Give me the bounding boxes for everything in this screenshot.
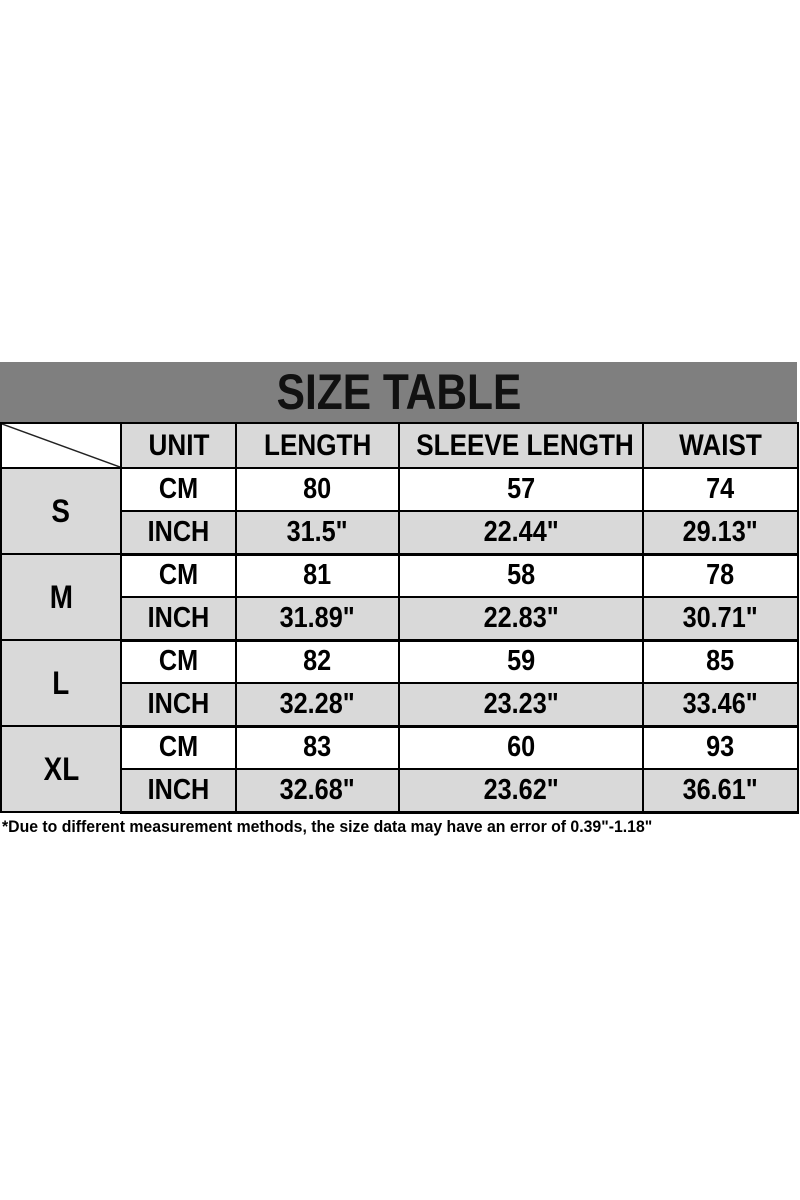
column-header-sleeve-length: SLEEVE LENGTH: [398, 422, 644, 469]
value-cell: 30.71": [642, 596, 799, 642]
table-row: INCH 32.28" 23.23" 33.46": [1, 682, 799, 728]
table-row: INCH 31.89" 22.83" 30.71": [1, 596, 799, 642]
value-cell: 23.62": [398, 768, 644, 814]
size-label-l: L: [0, 639, 122, 727]
table-row: M CM 81 58 78: [0, 553, 799, 641]
unit-cell: CM: [120, 639, 237, 684]
table-row: S CM 80 57 74: [0, 467, 799, 555]
column-header-waist: WAIST: [642, 422, 799, 469]
diagonal-cell: [0, 422, 122, 469]
value-cell: 59: [398, 639, 644, 684]
size-chart-content: SIZE TABLE UNIT LENGTH SLEEVE LENGTH: [0, 362, 799, 837]
value-cell: 78: [642, 553, 799, 598]
value-cell: 36.61": [642, 768, 799, 814]
table-row: XL CM 83 60 93: [0, 725, 799, 813]
size-table: UNIT LENGTH SLEEVE LENGTH WAIST S CM 80 …: [0, 422, 799, 814]
unit-cell: INCH: [120, 682, 237, 728]
column-header-length: LENGTH: [235, 422, 400, 469]
unit-cell: INCH: [120, 768, 237, 814]
table-row: INCH 31.5" 22.44" 29.13": [1, 510, 799, 556]
value-cell: 93: [642, 725, 799, 770]
column-header-unit: UNIT: [120, 422, 237, 469]
value-cell: 22.83": [398, 596, 644, 642]
value-cell: 32.28": [235, 682, 400, 728]
value-cell: 32.68": [235, 768, 400, 814]
value-cell: 85: [642, 639, 799, 684]
value-cell: 57: [398, 467, 644, 512]
header-row: UNIT LENGTH SLEEVE LENGTH WAIST: [0, 422, 799, 469]
value-cell: 60: [398, 725, 644, 770]
value-cell: 31.5": [235, 510, 400, 556]
page-title: SIZE TABLE: [276, 364, 521, 420]
size-label-s: S: [0, 467, 122, 555]
unit-cell: INCH: [120, 596, 237, 642]
value-cell: 33.46": [642, 682, 799, 728]
value-cell: 22.44": [398, 510, 644, 556]
value-cell: 80: [235, 467, 400, 512]
unit-cell: CM: [120, 467, 237, 512]
value-cell: 82: [235, 639, 400, 684]
value-cell: 58: [398, 553, 644, 598]
table-row: INCH 32.68" 23.62" 36.61": [1, 768, 799, 814]
value-cell: 29.13": [642, 510, 799, 556]
footnote: *Due to different measurement methods, t…: [2, 816, 653, 836]
table-row: L CM 82 59 85: [0, 639, 799, 727]
size-label-m: M: [0, 553, 122, 641]
title-band: SIZE TABLE: [0, 362, 797, 422]
value-cell: 83: [235, 725, 400, 770]
unit-cell: CM: [120, 725, 237, 770]
value-cell: 31.89": [235, 596, 400, 642]
value-cell: 74: [642, 467, 799, 512]
value-cell: 23.23": [398, 682, 644, 728]
size-label-xl: XL: [0, 725, 122, 813]
diagonal-line: [2, 424, 120, 467]
unit-cell: INCH: [120, 510, 237, 556]
value-cell: 81: [235, 553, 400, 598]
unit-cell: CM: [120, 553, 237, 598]
